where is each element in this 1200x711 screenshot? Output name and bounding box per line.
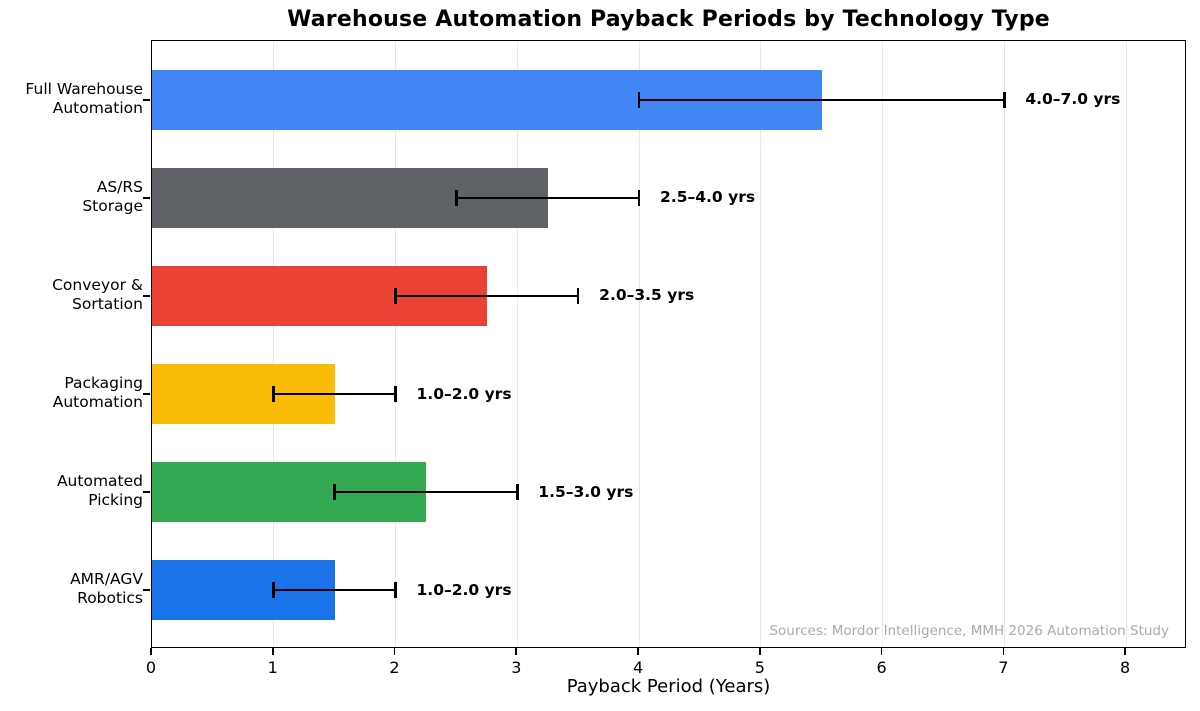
x-tick — [515, 648, 518, 655]
x-tick — [880, 648, 883, 655]
x-tick-label: 1 — [267, 658, 278, 677]
bar-range-label: 2.0–3.5 yrs — [599, 286, 695, 305]
category-label-line: Conveyor & — [52, 275, 143, 294]
category-label: Automated Picking — [0, 472, 143, 510]
category-label-line: Automation — [52, 393, 143, 412]
gridline — [638, 41, 640, 647]
error-bar — [273, 392, 396, 396]
y-tick — [143, 589, 151, 591]
x-tick-label: 8 — [1120, 658, 1131, 677]
category-label-line: Packaging — [64, 374, 143, 393]
x-tick — [759, 648, 761, 655]
gridline — [273, 41, 275, 647]
error-cap-high — [394, 386, 397, 403]
x-tick — [637, 648, 639, 655]
error-cap-low — [272, 582, 276, 599]
x-tick-label: 6 — [876, 658, 887, 677]
x-tick-label: 3 — [511, 658, 522, 677]
x-tick-label: 2 — [389, 658, 400, 677]
gridline — [395, 41, 397, 647]
category-label-line: AMR/AGV — [70, 570, 143, 589]
category-label: AMR/AGV Robotics — [0, 570, 143, 608]
y-tick — [143, 197, 151, 199]
x-tick — [1124, 648, 1126, 655]
bar-range-label: 4.0–7.0 yrs — [1025, 90, 1121, 109]
gridline — [882, 41, 884, 647]
error-cap-low — [333, 484, 336, 501]
gridline — [1125, 41, 1127, 647]
error-cap-high — [394, 582, 397, 599]
error-cap-high — [637, 189, 641, 206]
y-axis-labels: Full Warehouse Automation AS/RS Storage Conv… — [0, 40, 143, 648]
error-bar — [334, 490, 518, 494]
category-label-line: Full Warehouse — [25, 79, 143, 98]
category-label-line: AS/RS — [96, 177, 143, 196]
x-axis-label: Payback Period (Years) — [566, 676, 771, 697]
y-tick — [143, 295, 151, 297]
gridline — [516, 41, 518, 647]
x-tick — [1002, 648, 1005, 655]
error-bar — [395, 294, 579, 298]
error-cap-low — [272, 386, 276, 403]
category-label: Full Warehouse Automation — [0, 80, 143, 118]
bar-range-label: 1.0–2.0 yrs — [416, 384, 512, 403]
error-bar — [456, 196, 640, 200]
y-tick — [143, 99, 151, 101]
plot-area: 4.0–7.0 yrs 2.5–4.0 yrs 2.0–3.5 yrs 1.0–2.0… — [143, 40, 1186, 648]
category-label: Packaging Automation — [0, 374, 143, 412]
category-label-line: Automated — [56, 472, 143, 491]
x-tick-label: 4 — [632, 658, 644, 677]
gridline — [760, 41, 762, 647]
category-label-line: Storage — [82, 196, 143, 215]
category-label-line: Sortation — [72, 294, 143, 313]
bar-range-label: 1.5–3.0 yrs — [538, 482, 634, 501]
category-label: AS/RS Storage — [0, 178, 143, 216]
x-tick-label: 7 — [998, 658, 1009, 677]
source-note: Sources: Mordor Intelligence, MMH 2026 A… — [769, 623, 1169, 639]
category-label-line: Picking — [88, 491, 143, 510]
chart-title: Warehouse Automation Payback Periods by … — [287, 7, 1050, 32]
x-tick-label: 0 — [145, 658, 157, 677]
error-bar — [639, 98, 1005, 102]
error-cap-low — [455, 189, 458, 206]
category-label-line: Automation — [52, 98, 143, 117]
x-tick — [271, 648, 274, 655]
error-cap-high — [1003, 91, 1006, 108]
error-bar — [273, 588, 396, 592]
y-tick — [143, 393, 151, 395]
x-tick — [393, 648, 396, 655]
bar-range-label: 1.0–2.0 yrs — [416, 580, 512, 599]
error-cap-high — [515, 484, 519, 501]
error-cap-high — [576, 287, 580, 304]
y-tick — [143, 491, 151, 493]
category-label: Conveyor & Sortation — [0, 276, 143, 314]
x-tick-label: 5 — [754, 658, 765, 677]
gridline — [1003, 41, 1005, 647]
error-cap-low — [637, 91, 641, 108]
error-cap-low — [394, 287, 397, 304]
x-tick — [150, 648, 152, 655]
bar-range-label: 2.5–4.0 yrs — [660, 188, 756, 207]
category-label-line: Robotics — [77, 589, 143, 608]
